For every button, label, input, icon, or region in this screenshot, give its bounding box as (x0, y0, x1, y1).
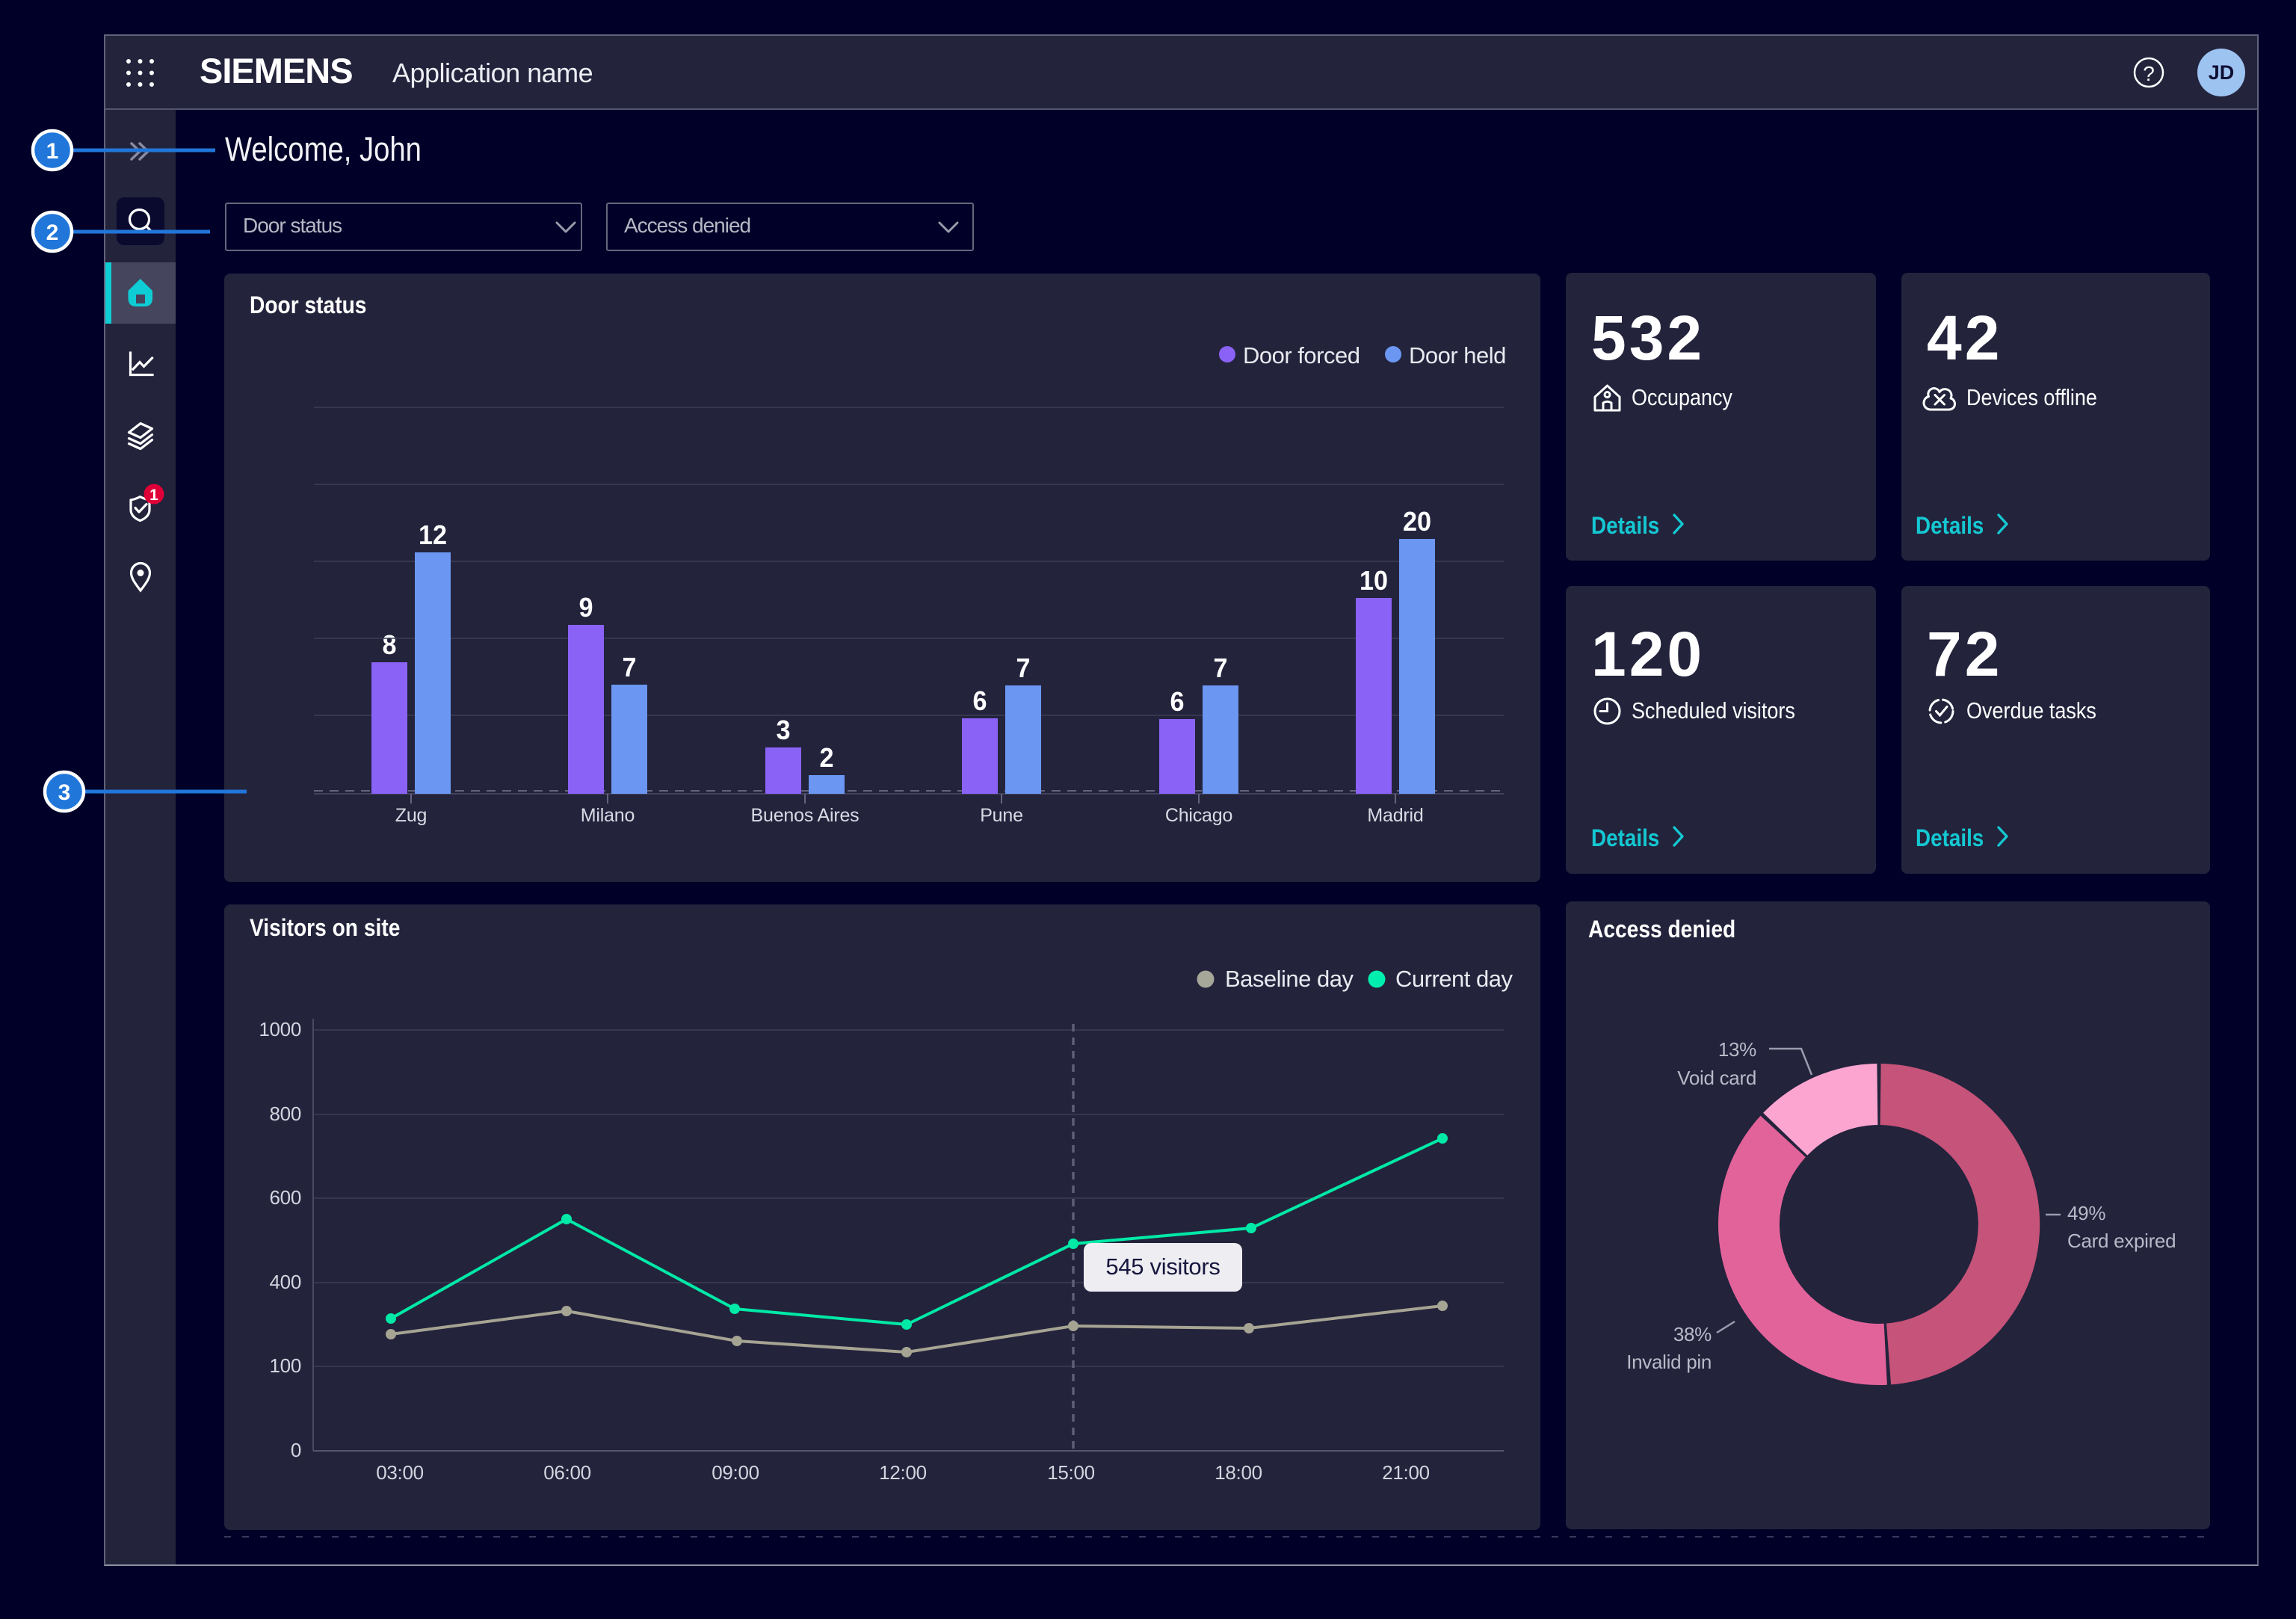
svg-text:?: ? (2143, 62, 2155, 85)
svg-text:1: 1 (149, 487, 158, 504)
svg-text:2: 2 (46, 221, 59, 245)
svg-text:3: 3 (58, 780, 71, 805)
svg-text:1: 1 (46, 139, 59, 164)
